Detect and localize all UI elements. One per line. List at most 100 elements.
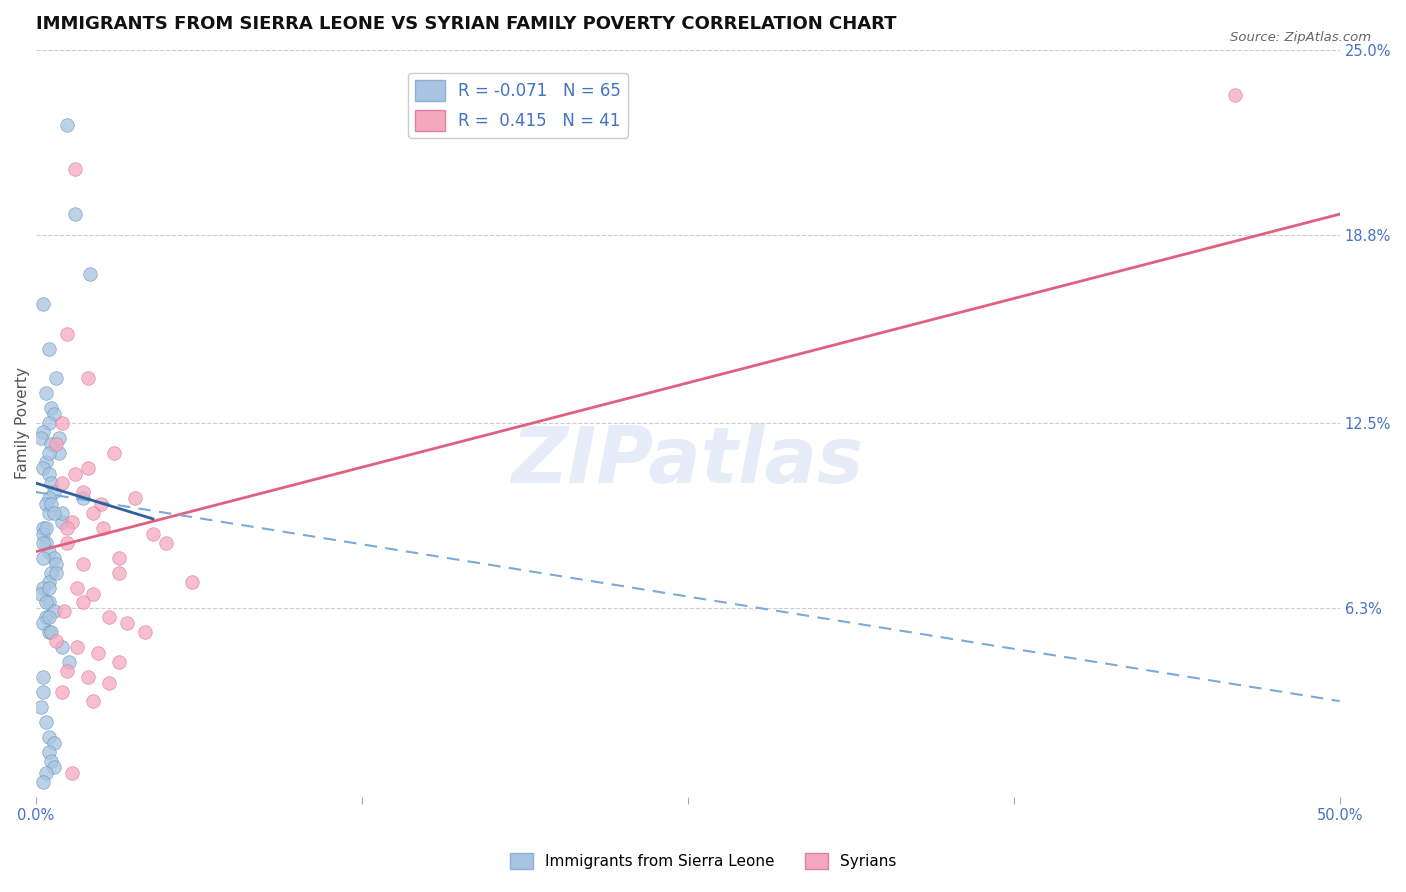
- Point: [103, 446, 125, 460]
- Point: [51, 640, 73, 655]
- Point: [42, 550, 65, 565]
- Point: [39, 497, 62, 511]
- Point: [51, 685, 73, 699]
- Point: [45, 437, 67, 451]
- Point: [38, 574, 60, 589]
- Text: ZIPatlas: ZIPatlas: [512, 423, 863, 499]
- Point: [53, 604, 76, 618]
- Point: [39, 401, 62, 416]
- Point: [35, 535, 58, 549]
- Point: [38, 342, 60, 356]
- Point: [32, 774, 55, 789]
- Point: [32, 521, 55, 535]
- Point: [39, 754, 62, 768]
- Point: [79, 267, 101, 281]
- Point: [108, 566, 131, 580]
- Point: [93, 521, 115, 535]
- Point: [97, 610, 120, 624]
- Text: IMMIGRANTS FROM SIERRA LEONE VS SYRIAN FAMILY POVERTY CORRELATION CHART: IMMIGRANTS FROM SIERRA LEONE VS SYRIAN F…: [35, 15, 896, 33]
- Point: [42, 736, 65, 750]
- Point: [39, 566, 62, 580]
- Y-axis label: Family Poverty: Family Poverty: [15, 368, 30, 479]
- Point: [97, 676, 120, 690]
- Point: [39, 437, 62, 451]
- Point: [38, 730, 60, 744]
- Point: [32, 461, 55, 475]
- Point: [45, 371, 67, 385]
- Point: [38, 467, 60, 481]
- Point: [1225, 87, 1247, 102]
- Legend: R = -0.071   N = 65, R =  0.415   N = 41: R = -0.071 N = 65, R = 0.415 N = 41: [408, 73, 628, 137]
- Point: [63, 162, 86, 177]
- Point: [56, 326, 79, 341]
- Point: [38, 506, 60, 520]
- Point: [35, 765, 58, 780]
- Point: [30, 431, 52, 445]
- Point: [181, 574, 204, 589]
- Point: [51, 416, 73, 430]
- Point: [63, 207, 86, 221]
- Point: [72, 557, 94, 571]
- Point: [35, 386, 58, 401]
- Point: [82, 586, 104, 600]
- Point: [39, 475, 62, 490]
- Point: [56, 664, 79, 678]
- Point: [45, 634, 67, 648]
- Point: [56, 118, 79, 132]
- Point: [30, 586, 52, 600]
- Point: [35, 497, 58, 511]
- Point: [82, 694, 104, 708]
- Point: [108, 550, 131, 565]
- Point: [42, 604, 65, 618]
- Point: [38, 416, 60, 430]
- Point: [38, 745, 60, 759]
- Point: [35, 714, 58, 729]
- Point: [38, 491, 60, 505]
- Point: [82, 506, 104, 520]
- Point: [35, 595, 58, 609]
- Point: [42, 407, 65, 421]
- Point: [38, 610, 60, 624]
- Point: [63, 467, 86, 481]
- Point: [51, 515, 73, 529]
- Point: [42, 506, 65, 520]
- Point: [66, 581, 89, 595]
- Point: [30, 700, 52, 714]
- Point: [115, 616, 138, 631]
- Point: [72, 485, 94, 500]
- Point: [58, 655, 80, 669]
- Point: [35, 610, 58, 624]
- Point: [90, 497, 112, 511]
- Point: [32, 550, 55, 565]
- Point: [38, 581, 60, 595]
- Point: [142, 526, 165, 541]
- Point: [32, 581, 55, 595]
- Point: [35, 455, 58, 469]
- Point: [124, 491, 146, 505]
- Point: [60, 515, 83, 529]
- Legend: Immigrants from Sierra Leone, Syrians: Immigrants from Sierra Leone, Syrians: [503, 847, 903, 875]
- Point: [35, 521, 58, 535]
- Point: [66, 640, 89, 655]
- Point: [48, 446, 70, 460]
- Point: [48, 431, 70, 445]
- Point: [32, 526, 55, 541]
- Point: [32, 535, 55, 549]
- Point: [56, 535, 79, 549]
- Point: [134, 625, 156, 640]
- Point: [155, 535, 177, 549]
- Point: [76, 670, 98, 684]
- Text: Source: ZipAtlas.com: Source: ZipAtlas.com: [1230, 31, 1371, 45]
- Point: [51, 506, 73, 520]
- Point: [76, 371, 98, 385]
- Point: [72, 491, 94, 505]
- Point: [56, 521, 79, 535]
- Point: [38, 595, 60, 609]
- Point: [38, 545, 60, 559]
- Point: [38, 625, 60, 640]
- Point: [32, 685, 55, 699]
- Point: [39, 625, 62, 640]
- Point: [42, 760, 65, 774]
- Point: [38, 446, 60, 460]
- Point: [51, 475, 73, 490]
